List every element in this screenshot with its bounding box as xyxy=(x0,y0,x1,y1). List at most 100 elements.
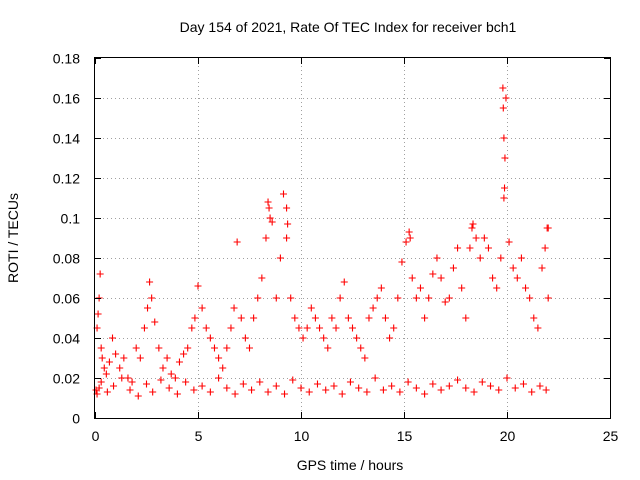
data-point xyxy=(355,384,363,392)
data-point xyxy=(124,374,132,382)
data-point xyxy=(227,324,235,332)
data-point xyxy=(495,386,503,394)
data-point xyxy=(377,284,385,292)
data-point xyxy=(128,378,136,386)
data-point xyxy=(167,370,175,378)
data-point xyxy=(230,304,238,312)
data-point xyxy=(144,304,152,312)
data-point xyxy=(522,284,530,292)
data-point xyxy=(291,314,299,322)
data-point xyxy=(454,376,462,384)
data-point xyxy=(202,324,210,332)
data-point xyxy=(126,386,134,394)
data-point xyxy=(541,244,549,252)
data-point xyxy=(264,388,272,396)
data-point xyxy=(332,324,340,332)
data-point xyxy=(502,94,510,102)
data-point xyxy=(509,264,517,272)
data-point xyxy=(120,354,128,362)
data-point xyxy=(381,314,389,322)
data-point xyxy=(487,382,495,390)
data-point xyxy=(194,282,202,290)
data-point xyxy=(250,314,258,322)
data-point xyxy=(299,334,307,342)
data-point xyxy=(398,258,406,266)
data-point xyxy=(103,388,111,396)
data-point xyxy=(328,314,336,322)
data-point xyxy=(97,378,105,386)
data-point xyxy=(215,354,223,362)
data-point xyxy=(472,234,480,242)
data-point xyxy=(437,274,445,282)
data-point xyxy=(408,274,416,282)
data-point xyxy=(519,380,527,388)
data-point xyxy=(258,274,266,282)
data-point xyxy=(190,386,198,394)
y-tick-label: 0.1 xyxy=(61,211,81,227)
data-point xyxy=(462,384,470,392)
data-point xyxy=(272,382,280,390)
data-point xyxy=(215,374,223,382)
data-point xyxy=(412,294,420,302)
data-point xyxy=(320,334,328,342)
data-point xyxy=(283,234,291,242)
data-point xyxy=(501,184,509,192)
data-point xyxy=(256,378,264,386)
data-point xyxy=(530,314,538,322)
data-point xyxy=(297,384,305,392)
data-point xyxy=(210,344,218,352)
x-tick-label: 20 xyxy=(500,428,516,444)
data-point xyxy=(349,324,356,332)
data-point xyxy=(517,254,525,262)
data-point xyxy=(281,390,289,398)
data-point xyxy=(287,294,295,302)
data-point xyxy=(469,220,477,228)
data-point xyxy=(445,294,453,302)
data-point xyxy=(305,388,313,396)
data-point xyxy=(182,378,190,386)
data-point xyxy=(171,374,179,382)
data-point xyxy=(237,314,245,322)
data-point xyxy=(198,304,206,312)
data-point xyxy=(264,198,272,206)
data-point xyxy=(497,254,505,262)
data-point xyxy=(394,294,402,302)
data-point xyxy=(500,134,508,142)
data-point xyxy=(536,382,544,390)
data-point xyxy=(233,238,241,246)
y-tick-label: 0.04 xyxy=(53,331,80,347)
axis-ticks: 0 5 10 15 20 25 0 0.02 0.04 0.06 0.08 0.1 0.12 0.14 0.… xyxy=(53,51,619,445)
data-point xyxy=(330,382,338,390)
data-point xyxy=(513,274,521,282)
data-point xyxy=(307,304,315,312)
data-point xyxy=(279,190,287,198)
data-point xyxy=(402,238,410,246)
grid-lines xyxy=(95,58,610,418)
data-points xyxy=(92,84,552,400)
data-point xyxy=(338,390,346,398)
data-point xyxy=(155,344,163,352)
plot-frame xyxy=(94,57,611,419)
data-point xyxy=(493,284,501,292)
data-point xyxy=(503,374,511,382)
data-point xyxy=(239,380,247,388)
data-point xyxy=(272,294,280,302)
data-point xyxy=(206,388,214,396)
data-point xyxy=(96,270,104,278)
data-point xyxy=(344,314,352,322)
data-point xyxy=(501,154,509,162)
y-tick-label: 0.02 xyxy=(53,371,80,387)
data-point xyxy=(388,382,396,390)
data-point xyxy=(353,334,361,342)
data-point xyxy=(484,244,492,252)
x-tick-label: 25 xyxy=(603,428,619,444)
data-point xyxy=(340,278,348,286)
data-point xyxy=(136,354,144,362)
data-point xyxy=(499,84,507,92)
data-point xyxy=(373,294,381,302)
data-point xyxy=(476,254,484,262)
data-point xyxy=(132,344,140,352)
data-point xyxy=(231,390,239,398)
data-point xyxy=(262,234,270,242)
